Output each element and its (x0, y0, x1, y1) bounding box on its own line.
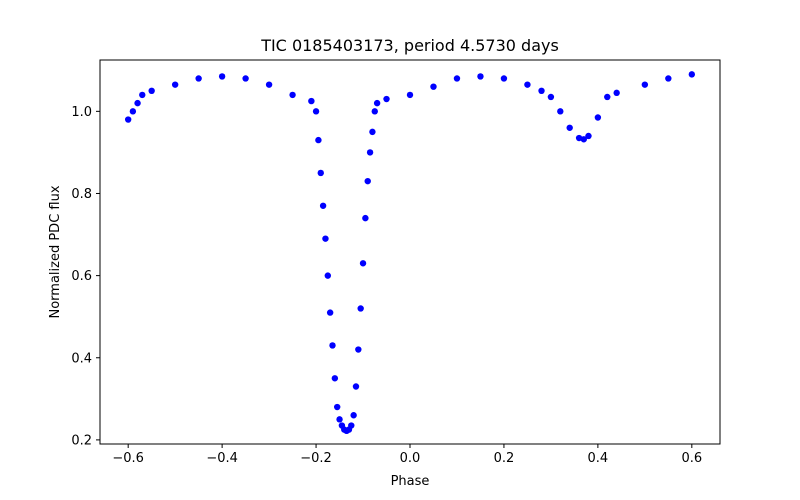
data-point (383, 95, 390, 103)
data-point (585, 132, 592, 140)
data-point (352, 383, 360, 390)
data-point (604, 93, 611, 101)
data-point (324, 272, 332, 279)
data-point (218, 73, 226, 80)
y-tick-label: 0.2 (71, 433, 92, 448)
data-point (547, 93, 555, 101)
y-tick-label: 0.6 (71, 269, 92, 284)
data-point (171, 81, 179, 88)
scatter-points (124, 71, 696, 435)
data-point (336, 416, 343, 423)
chart-title: TIC 0185403173, period 4.5730 days (260, 36, 559, 55)
data-point (312, 108, 320, 115)
data-point (364, 177, 371, 185)
data-point (594, 114, 602, 121)
data-point (148, 87, 155, 95)
y-tick-label: 0.4 (71, 351, 92, 366)
x-tick-label: 0.4 (588, 451, 609, 466)
data-point (333, 403, 341, 411)
data-point (350, 412, 357, 419)
data-point (265, 81, 273, 88)
data-point (430, 83, 437, 90)
data-point (322, 235, 329, 242)
data-point (319, 202, 327, 209)
data-point (317, 169, 324, 177)
data-point (500, 75, 508, 82)
data-point (362, 214, 369, 222)
data-point (308, 97, 315, 105)
y-tick-label: 1.0 (71, 105, 92, 120)
data-point (242, 75, 249, 82)
data-point (366, 149, 374, 156)
data-point (613, 89, 620, 97)
x-tick-label: −0.4 (206, 451, 238, 466)
data-point (289, 91, 296, 99)
data-point (139, 91, 146, 99)
data-point (326, 309, 334, 316)
y-axis-ticks: 0.2 0.4 0.6 0.8 1.0 (71, 105, 100, 448)
plot-frame (99, 59, 721, 445)
data-point (557, 108, 564, 115)
data-point (371, 108, 378, 115)
data-point (453, 75, 461, 82)
data-point (688, 71, 696, 78)
data-point (315, 136, 322, 144)
data-point (641, 81, 649, 88)
x-tick-label: 0.6 (681, 451, 702, 466)
data-point (359, 260, 367, 267)
data-point (195, 75, 202, 82)
data-point (566, 124, 573, 131)
data-point (348, 422, 355, 429)
data-point (373, 99, 381, 107)
data-point (129, 108, 137, 115)
y-tick-label: 0.8 (71, 187, 92, 202)
data-point (355, 346, 362, 353)
x-axis-label: Phase (391, 474, 430, 489)
data-point (406, 91, 414, 99)
data-point (477, 73, 484, 80)
data-point (134, 99, 141, 107)
data-point (331, 375, 339, 382)
data-point (538, 87, 545, 95)
data-point (369, 128, 376, 136)
x-axis-ticks: −0.6 −0.4 −0.2 0.0 0.2 0.4 0.6 (112, 444, 702, 466)
y-axis-label: Normalized PDC flux (48, 185, 63, 318)
x-tick-label: 0.2 (494, 451, 515, 466)
data-point (357, 305, 364, 312)
data-point (580, 136, 587, 143)
x-tick-label: −0.2 (300, 451, 332, 466)
x-tick-label: −0.6 (112, 451, 144, 466)
data-point (665, 75, 672, 82)
data-point (329, 342, 336, 349)
data-point (124, 116, 132, 123)
x-tick-label: 0.0 (400, 451, 421, 466)
data-point (524, 81, 531, 88)
